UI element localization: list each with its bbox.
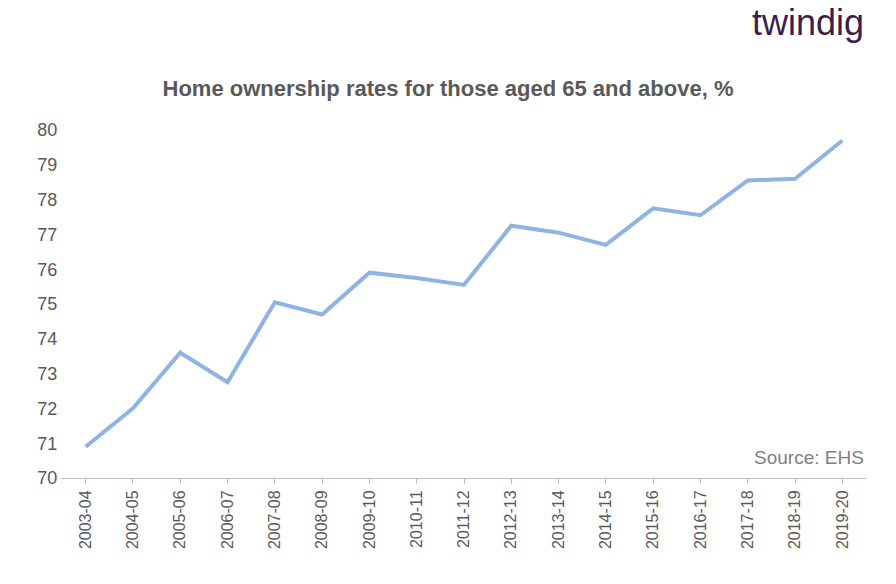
svg-text:2015-16: 2015-16 [644,490,661,549]
svg-text:2013-14: 2013-14 [550,490,567,549]
svg-text:2012-13: 2012-13 [502,490,519,549]
svg-text:2017-18: 2017-18 [739,490,756,549]
svg-text:2010-11: 2010-11 [408,490,425,548]
svg-text:70: 70 [37,468,57,488]
svg-text:75: 75 [37,294,57,314]
svg-text:74: 74 [37,329,57,349]
svg-text:80: 80 [37,120,57,140]
svg-text:2004-05: 2004-05 [124,490,141,549]
svg-text:twindig: twindig [752,2,864,43]
svg-text:2003-04: 2003-04 [77,490,94,549]
svg-text:Source: EHS: Source: EHS [754,447,864,468]
svg-text:2007-08: 2007-08 [266,490,283,549]
svg-text:2014-15: 2014-15 [597,490,614,549]
svg-text:2009-10: 2009-10 [361,490,378,549]
svg-text:2008-09: 2008-09 [313,490,330,549]
svg-text:72: 72 [37,399,57,419]
svg-text:2019-20: 2019-20 [834,490,851,549]
svg-text:2018-19: 2018-19 [786,490,803,549]
svg-text:73: 73 [37,364,57,384]
svg-text:71: 71 [37,434,57,454]
svg-text:2006-07: 2006-07 [219,490,236,549]
svg-text:78: 78 [37,190,57,210]
svg-text:76: 76 [37,260,57,280]
svg-text:2011-12: 2011-12 [455,490,472,548]
svg-text:77: 77 [37,225,57,245]
svg-text:2005-06: 2005-06 [171,490,188,549]
svg-text:Home ownership rates for those: Home ownership rates for those aged 65 a… [163,76,734,101]
svg-text:2016-17: 2016-17 [692,490,709,549]
svg-text:79: 79 [37,155,57,175]
